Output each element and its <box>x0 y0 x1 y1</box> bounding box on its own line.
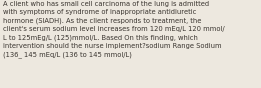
Text: A client who has small cell carcinoma of the lung is admitted
with symptoms of s: A client who has small cell carcinoma of… <box>3 1 225 58</box>
